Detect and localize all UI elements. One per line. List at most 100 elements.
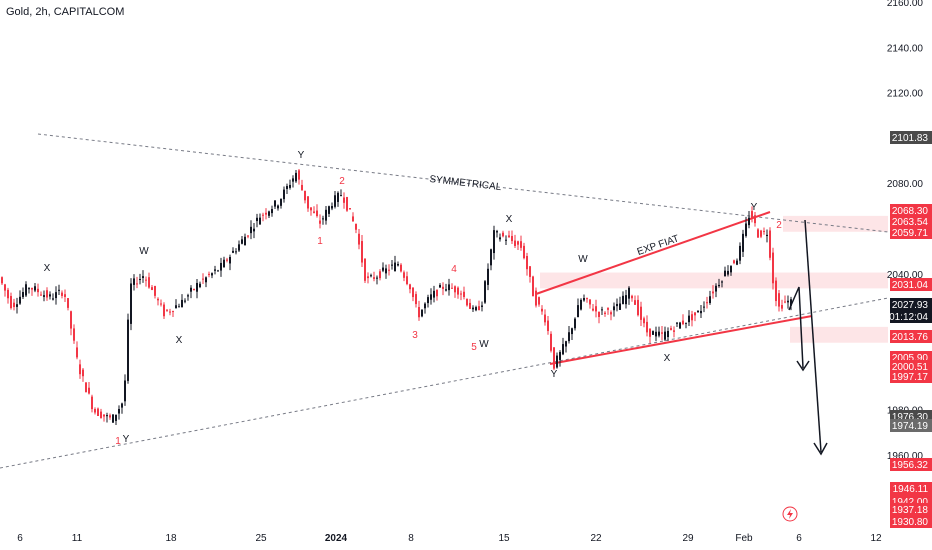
projection-arrow-2 <box>804 219 822 453</box>
candle-body <box>376 277 378 279</box>
candle-body <box>775 280 777 302</box>
candle-body <box>112 414 114 423</box>
candle-body <box>472 307 474 310</box>
candle-body <box>553 347 555 369</box>
candle-body <box>478 306 480 311</box>
candle-body <box>283 189 285 200</box>
candle-body <box>226 259 228 261</box>
price-badge-label: 2027.93 <box>892 300 929 311</box>
candle-body <box>448 284 450 291</box>
candle-body <box>460 293 462 295</box>
candle-body <box>745 223 747 236</box>
candle-body <box>151 287 153 290</box>
wave-label: 3 <box>412 330 418 341</box>
wave-label: W <box>479 339 489 350</box>
candle-body <box>568 332 570 342</box>
candle-body <box>655 331 657 337</box>
x-tick-label: 2024 <box>325 533 348 544</box>
candle-body <box>418 307 420 318</box>
candle-body <box>529 266 531 277</box>
candle-body <box>454 286 456 293</box>
x-axis: 6 11 18 25 2024 8 15 22 29 Feb 6 12 <box>17 533 882 544</box>
candle-body <box>163 304 165 317</box>
price-badge-label: 01:12:04 <box>889 312 928 323</box>
wave-label: X <box>664 353 671 364</box>
candle-body <box>85 382 87 393</box>
candle-body <box>271 209 273 214</box>
candle-body <box>493 230 495 254</box>
candle-body <box>217 270 219 272</box>
price-badge-label: 1997.17 <box>892 372 929 383</box>
candle-body <box>628 287 630 299</box>
candle-body <box>619 303 621 310</box>
candle-body <box>613 306 615 311</box>
candle-body <box>286 186 288 189</box>
candle-body <box>475 307 477 311</box>
price-badge-label: 1942.00 <box>892 497 929 508</box>
candle-body <box>358 233 360 245</box>
candle-body <box>241 239 243 244</box>
candle-body <box>646 321 648 333</box>
candle-body <box>652 331 654 335</box>
candle-body <box>364 258 366 281</box>
candle-body <box>634 300 636 305</box>
price-badge <box>890 360 932 373</box>
candle-body <box>166 309 168 311</box>
wave-label: Y <box>751 202 758 213</box>
candle-body <box>250 226 252 234</box>
y-tick-label: 2120.00 <box>887 89 924 100</box>
zone-band <box>540 272 888 289</box>
candle-body <box>133 278 135 285</box>
price-badge <box>890 330 932 343</box>
zone-band <box>783 215 888 232</box>
price-badge-label: 1946.11 <box>893 484 929 495</box>
price-badge-label: 2031.04 <box>892 280 929 291</box>
candle-body <box>469 302 471 309</box>
candle-body <box>208 273 210 275</box>
candle-body <box>508 235 510 238</box>
x-tick-label: 29 <box>682 533 694 544</box>
candle-body <box>370 275 372 277</box>
candle-body <box>148 277 150 288</box>
candle-body <box>97 408 99 417</box>
candle-body <box>142 276 144 279</box>
candle-body <box>778 293 780 307</box>
lightning-icon <box>782 506 798 522</box>
price-badge <box>890 310 932 323</box>
price-badge-label: 2000.51 <box>892 362 929 373</box>
exp-fiat-label: EXP FIAT <box>636 233 681 258</box>
candle-body <box>175 305 177 309</box>
candle-body <box>676 322 678 324</box>
candle-body <box>229 256 231 264</box>
price-badge <box>890 482 932 495</box>
candle-body <box>352 216 354 222</box>
candle-body <box>181 299 183 308</box>
price-badge <box>890 204 932 217</box>
price-badge-label: 2068.30 <box>892 206 929 217</box>
candle-body <box>445 289 447 291</box>
candle-body <box>541 308 543 312</box>
candle-body <box>523 245 525 259</box>
candle-body <box>334 195 336 207</box>
price-badge <box>890 419 932 432</box>
candle-body <box>781 304 783 309</box>
candle-body <box>658 331 660 336</box>
price-badge-label: 2063.54 <box>892 217 929 228</box>
price-badge-label: 2005.90 <box>892 353 929 364</box>
candle-body <box>748 217 750 226</box>
price-badge-label: 1956.32 <box>892 460 929 471</box>
candle-body <box>73 328 75 341</box>
candle-body <box>316 210 318 217</box>
candle-body <box>526 256 528 270</box>
candle-body <box>124 380 126 402</box>
candle-body <box>631 295 633 299</box>
candle-body <box>637 299 639 316</box>
candle-body <box>223 259 225 268</box>
y-tick-label: 2040.00 <box>887 270 924 281</box>
candle-body <box>382 267 384 271</box>
candle-body <box>310 207 312 211</box>
x-tick-label: 8 <box>408 533 414 544</box>
candle-body <box>691 314 693 321</box>
